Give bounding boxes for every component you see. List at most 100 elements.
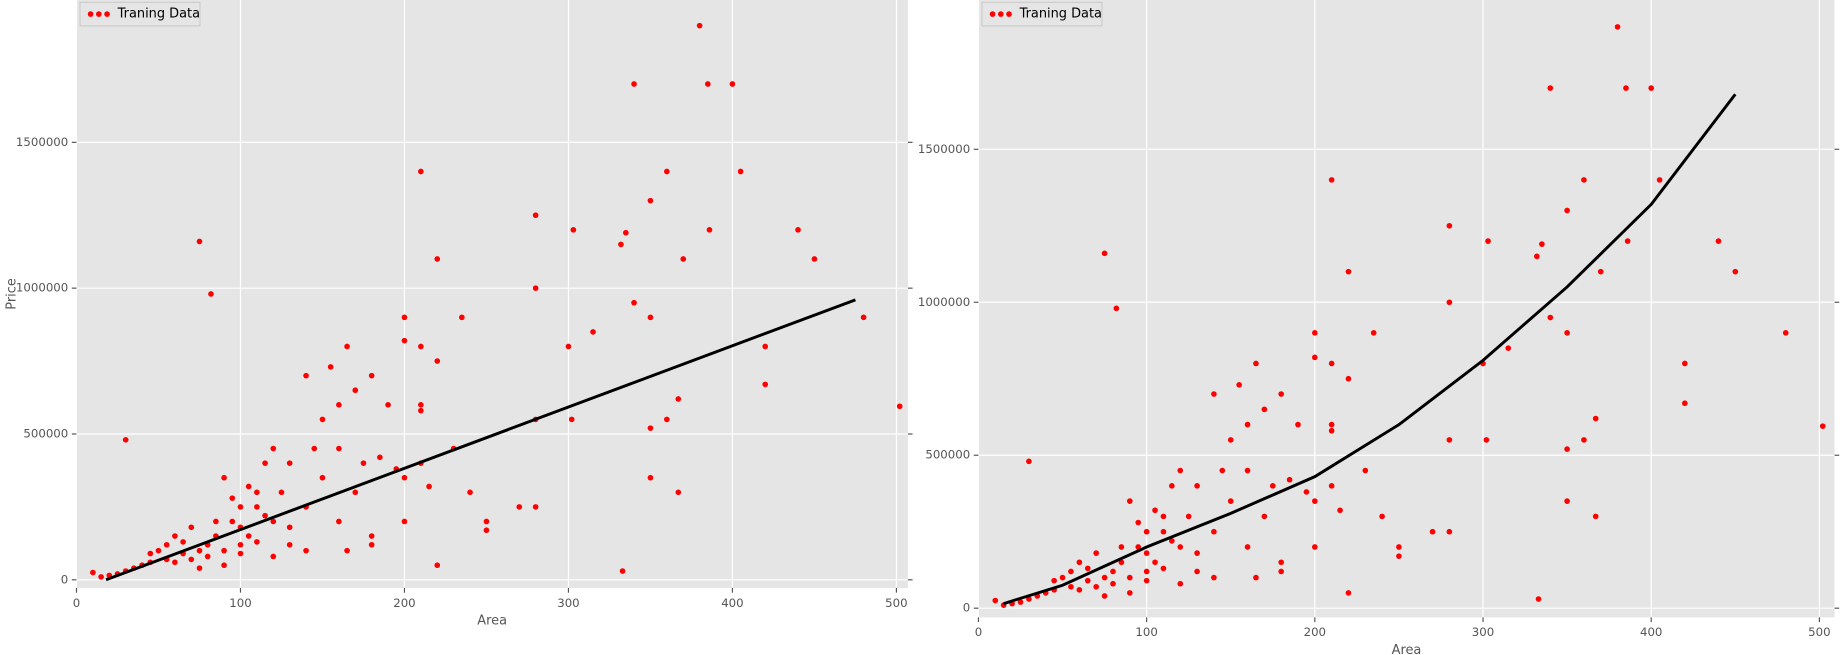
data-point — [254, 504, 260, 510]
data-point — [532, 212, 539, 219]
data-point — [336, 445, 342, 452]
data-point — [254, 489, 260, 496]
data-point — [896, 403, 903, 410]
data-point — [352, 387, 359, 394]
data-point — [286, 460, 293, 466]
data-point — [1535, 596, 1542, 602]
data-point — [1169, 482, 1175, 489]
data-point — [1362, 467, 1369, 474]
data-point — [196, 547, 203, 554]
data-point — [368, 541, 375, 548]
data-point — [467, 489, 473, 496]
data-point — [122, 436, 129, 443]
x-tick-label: 300 — [1472, 625, 1494, 639]
data-point — [664, 168, 670, 175]
data-point — [1312, 354, 1318, 361]
data-point — [1564, 498, 1570, 504]
y-tick-label: 1000000 — [16, 281, 68, 295]
data-point — [1328, 421, 1335, 428]
data-point — [1345, 268, 1352, 275]
data-point — [1244, 544, 1251, 550]
data-point — [483, 518, 490, 525]
data-point — [1547, 314, 1554, 321]
data-point — [434, 562, 441, 569]
data-point — [1597, 268, 1604, 275]
data-point — [1051, 577, 1057, 584]
data-point — [1236, 382, 1242, 388]
data-point — [418, 407, 424, 414]
y-axis-label: Price — [4, 278, 19, 310]
x-axis-label: Area — [477, 613, 507, 628]
data-point — [696, 22, 703, 29]
data-point — [1614, 24, 1621, 30]
data-point — [1068, 583, 1074, 590]
data-point — [196, 238, 203, 245]
data-point — [1152, 559, 1158, 566]
data-point — [1312, 498, 1318, 504]
data-point — [459, 314, 465, 321]
data-point — [377, 454, 383, 461]
data-point — [213, 518, 219, 525]
data-point — [1345, 375, 1352, 382]
data-point — [188, 556, 195, 563]
data-point — [344, 547, 350, 554]
x-tick-label: 0 — [975, 625, 982, 639]
legend-marker — [104, 11, 110, 17]
legend-marker — [989, 11, 996, 17]
data-point — [1446, 437, 1453, 443]
data-point — [1682, 400, 1688, 407]
data-point — [1396, 553, 1402, 560]
data-point — [1564, 330, 1570, 336]
data-point — [286, 524, 293, 531]
data-point — [262, 512, 268, 519]
data-point — [1328, 482, 1335, 489]
x-tick-label: 500 — [885, 596, 907, 610]
data-point — [418, 168, 424, 175]
data-point — [434, 358, 441, 364]
data-point — [1337, 507, 1343, 514]
data-point — [1581, 177, 1587, 183]
data-point — [286, 541, 293, 548]
data-point — [401, 337, 408, 344]
data-point — [163, 541, 170, 548]
data-point — [762, 381, 769, 388]
data-point — [1244, 421, 1251, 428]
data-point — [1253, 360, 1259, 367]
data-point — [278, 489, 285, 496]
data-point — [647, 425, 654, 431]
data-point — [385, 401, 391, 408]
data-point — [992, 597, 999, 604]
data-point — [483, 527, 490, 534]
legend-box — [79, 1, 201, 27]
data-point — [180, 539, 186, 545]
data-point — [1076, 587, 1083, 593]
legend-box — [981, 1, 1103, 27]
data-point — [344, 343, 350, 350]
data-point — [1194, 482, 1200, 489]
data-point — [1483, 437, 1490, 443]
data-point — [270, 518, 277, 525]
data-point — [1485, 238, 1491, 244]
data-point — [1312, 330, 1318, 336]
data-point — [1564, 446, 1570, 452]
data-point — [1211, 574, 1217, 581]
y-tick-label: 0 — [963, 601, 970, 615]
data-point — [1328, 177, 1335, 183]
data-point — [352, 489, 359, 496]
data-point — [532, 285, 539, 291]
data-point — [811, 256, 818, 262]
data-point — [360, 460, 367, 466]
data-point — [680, 256, 687, 262]
data-point — [221, 547, 227, 554]
data-point — [1648, 85, 1655, 91]
data-point — [1261, 406, 1268, 413]
data-point — [1534, 253, 1540, 260]
data-point — [623, 229, 629, 236]
x-tick-label: 400 — [721, 596, 743, 610]
data-point — [336, 401, 342, 408]
data-point — [795, 226, 801, 233]
data-point — [664, 416, 670, 423]
data-point — [647, 197, 654, 204]
data-point — [705, 81, 711, 87]
data-point — [1135, 519, 1142, 526]
